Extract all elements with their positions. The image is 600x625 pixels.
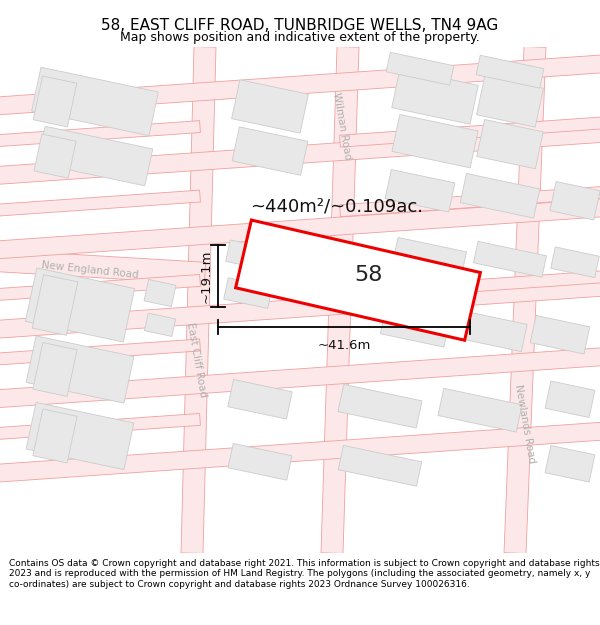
Text: 58: 58 [354, 265, 382, 285]
Polygon shape [25, 268, 134, 342]
Polygon shape [0, 348, 600, 408]
Polygon shape [228, 444, 292, 480]
Polygon shape [476, 76, 544, 127]
Polygon shape [477, 119, 543, 169]
Polygon shape [453, 310, 527, 352]
Text: ~440m²/~0.109ac.: ~440m²/~0.109ac. [250, 198, 423, 216]
Polygon shape [0, 198, 600, 259]
Polygon shape [530, 316, 590, 354]
Polygon shape [338, 446, 422, 486]
Polygon shape [228, 379, 292, 419]
Polygon shape [338, 384, 422, 428]
Text: 58, EAST CLIFF ROAD, TUNBRIDGE WELLS, TN4 9AG: 58, EAST CLIFF ROAD, TUNBRIDGE WELLS, TN… [101, 18, 499, 32]
Polygon shape [0, 274, 200, 301]
Polygon shape [340, 186, 600, 217]
Polygon shape [340, 271, 600, 301]
Polygon shape [0, 278, 600, 339]
Text: ~41.6m: ~41.6m [317, 339, 371, 352]
Polygon shape [545, 446, 595, 482]
Polygon shape [0, 124, 600, 185]
Polygon shape [26, 336, 134, 403]
Polygon shape [0, 121, 200, 147]
Polygon shape [34, 134, 76, 178]
Polygon shape [550, 181, 600, 220]
Text: Map shows position and indicative extent of the property.: Map shows position and indicative extent… [120, 31, 480, 44]
Polygon shape [438, 388, 522, 432]
Polygon shape [232, 127, 308, 176]
Polygon shape [392, 114, 478, 168]
Polygon shape [392, 69, 478, 124]
Polygon shape [385, 169, 455, 212]
Polygon shape [145, 313, 176, 336]
Polygon shape [32, 274, 78, 335]
Polygon shape [0, 190, 200, 217]
Polygon shape [460, 174, 540, 218]
Polygon shape [0, 422, 600, 482]
Text: ~19.1m: ~19.1m [200, 249, 213, 303]
Polygon shape [340, 116, 600, 147]
Polygon shape [545, 381, 595, 418]
Polygon shape [224, 278, 272, 308]
Polygon shape [37, 126, 153, 186]
Polygon shape [236, 220, 481, 340]
Text: East Cliff Road: East Cliff Road [185, 321, 209, 398]
Polygon shape [473, 241, 547, 278]
Text: New England Road: New England Road [41, 260, 139, 280]
Polygon shape [144, 279, 176, 307]
Text: Newlands Road: Newlands Road [513, 384, 537, 464]
Polygon shape [380, 306, 450, 347]
Polygon shape [0, 249, 206, 284]
Polygon shape [0, 414, 200, 440]
Polygon shape [551, 247, 599, 278]
Polygon shape [321, 46, 359, 554]
Polygon shape [0, 339, 200, 366]
Polygon shape [504, 46, 546, 554]
Polygon shape [32, 68, 158, 136]
Polygon shape [181, 47, 216, 553]
Polygon shape [232, 80, 308, 133]
Polygon shape [226, 240, 274, 271]
Polygon shape [394, 238, 467, 273]
Polygon shape [33, 409, 77, 463]
Polygon shape [33, 342, 77, 396]
Text: Wilman Road: Wilman Road [331, 92, 353, 161]
Text: Contains OS data © Crown copyright and database right 2021. This information is : Contains OS data © Crown copyright and d… [9, 559, 599, 589]
Polygon shape [26, 402, 134, 469]
Polygon shape [386, 52, 454, 85]
Polygon shape [33, 76, 77, 127]
Polygon shape [0, 54, 600, 116]
Polygon shape [476, 55, 544, 88]
